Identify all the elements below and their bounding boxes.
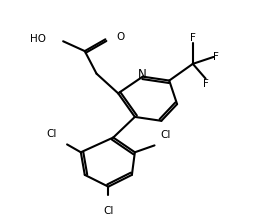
Text: O: O	[116, 32, 124, 42]
Text: F: F	[213, 52, 219, 62]
Text: Cl: Cl	[46, 129, 56, 140]
Text: F: F	[190, 33, 196, 43]
Text: Cl: Cl	[161, 131, 171, 140]
Text: N: N	[138, 68, 147, 81]
Text: HO: HO	[30, 34, 46, 44]
Text: Cl: Cl	[103, 206, 114, 216]
Text: F: F	[203, 79, 209, 89]
